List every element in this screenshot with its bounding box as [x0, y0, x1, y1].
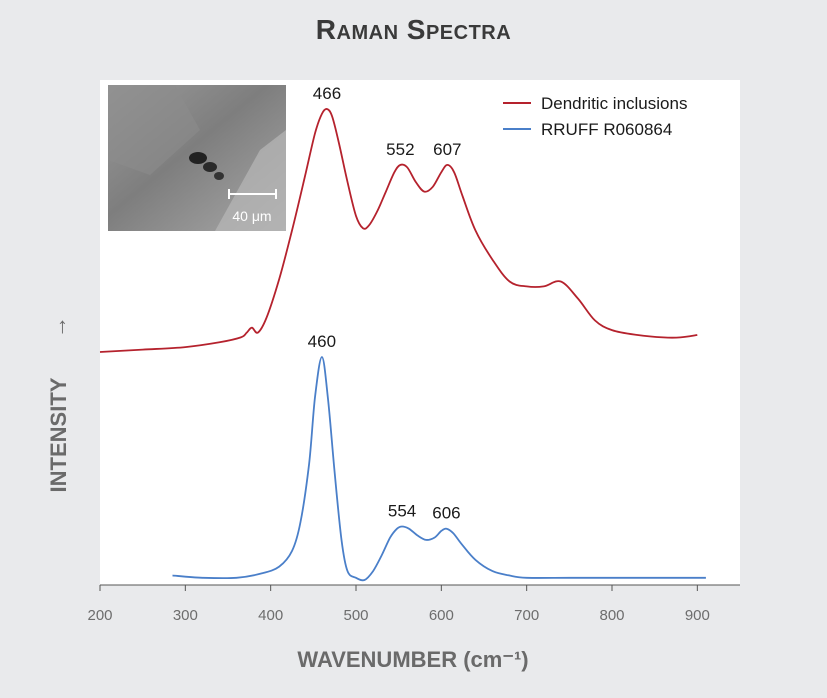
x-tick-label: 500	[343, 607, 368, 624]
peak-label: 606	[432, 504, 460, 523]
chart-title: Raman Spectra	[315, 14, 512, 45]
x-axis-ticks: 200 300 400 500 600 700 800 900	[87, 585, 710, 624]
peak-label: 554	[388, 501, 416, 520]
inset-texture	[108, 85, 200, 175]
x-tick-label: 700	[514, 607, 539, 624]
y-axis-title: INTENSITY	[46, 377, 71, 492]
series-line-dendritic	[99, 108, 698, 353]
y-axis-arrow: →	[46, 316, 71, 338]
legend-label-dendritic: Dendritic inclusions	[541, 94, 687, 113]
inclusion-blob	[189, 152, 207, 164]
peak-label: 460	[308, 332, 336, 351]
inclusion-blob	[214, 172, 224, 180]
x-tick-label: 200	[87, 607, 112, 624]
x-tick-label: 900	[685, 607, 710, 624]
y-axis-title-group: INTENSITY →	[46, 316, 71, 492]
x-tick-label: 300	[173, 607, 198, 624]
inset-grain	[215, 130, 286, 231]
x-tick-label: 600	[429, 607, 454, 624]
inclusion-blob	[203, 162, 217, 172]
peak-labels: 466 552 607 460 554 606	[308, 84, 462, 523]
peak-label: 607	[433, 140, 461, 159]
peak-label: 466	[313, 84, 341, 103]
peak-label: 552	[386, 140, 414, 159]
legend-label-rruff: RRUFF R060864	[541, 120, 672, 139]
x-tick-label: 800	[599, 607, 624, 624]
series-layer	[99, 108, 706, 582]
inset-micrograph: 40 μm	[108, 85, 286, 231]
x-axis-title: WAVENUMBER (cm⁻¹)	[297, 647, 528, 672]
scale-bar-label: 40 μm	[232, 208, 271, 224]
x-tick-label: 400	[258, 607, 283, 624]
series-line-rruff	[172, 356, 706, 582]
legend: Dendritic inclusions RRUFF R060864	[503, 94, 687, 139]
